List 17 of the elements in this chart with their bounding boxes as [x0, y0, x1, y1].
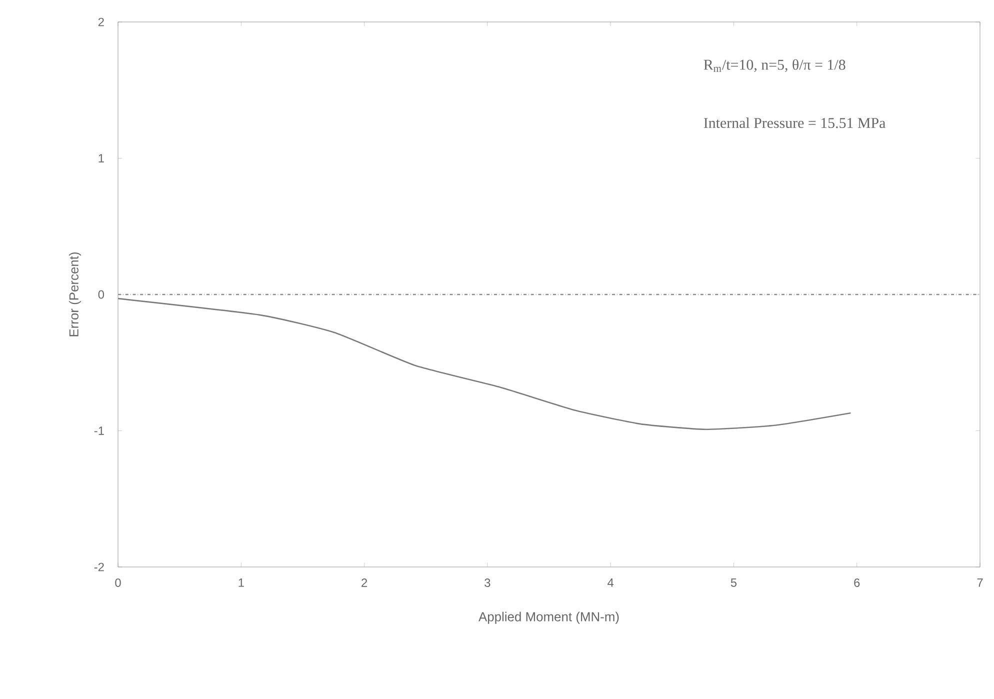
x-tick-label: 0	[115, 578, 121, 587]
x-tick-label: 3	[484, 578, 490, 587]
annotation: R$_{m}$/t=10, n=5, θ/π = 1/8	[704, 59, 846, 72]
y-tick-label: 0	[98, 290, 104, 299]
x-axis-title: Applied Moment (MN-m)	[478, 612, 619, 624]
y-tick-label: 1	[98, 154, 104, 162]
annotation: Internal Pressure = 15.51 MPa	[704, 118, 886, 128]
x-tick-label: 1	[238, 578, 244, 587]
x-tick-label: 6	[854, 578, 860, 587]
y-axis-title: Error (Percent)	[68, 252, 82, 336]
x-tick-label: 2	[362, 578, 368, 587]
y-tick-label: -2	[94, 562, 104, 572]
y-tick-label: -1	[94, 426, 104, 435]
x-tick-label: 4	[608, 578, 614, 587]
x-tick-label: 7	[977, 578, 983, 587]
y-tick-label: 2	[98, 18, 104, 26]
x-tick-label: 5	[730, 578, 737, 587]
